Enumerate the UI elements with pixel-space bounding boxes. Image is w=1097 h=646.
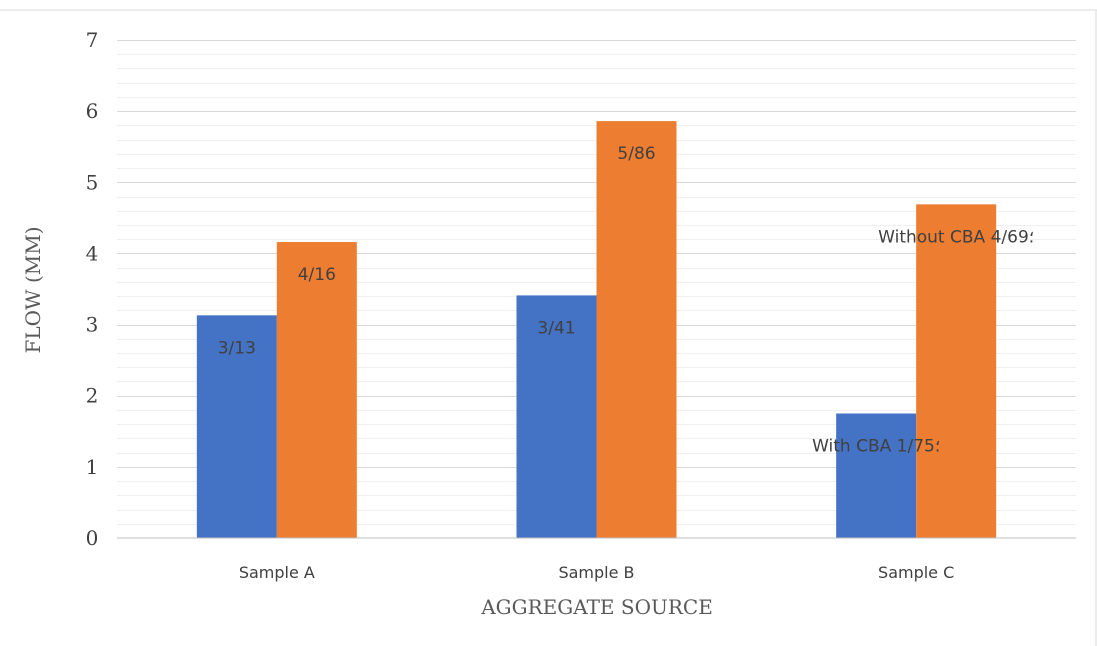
y-tick-label: 3: [86, 313, 99, 337]
bar-with-cba-sample-c: [836, 413, 917, 538]
data-label: Without CBA ؛4/69: [878, 227, 1034, 247]
y-tick-label: 6: [86, 99, 99, 123]
y-tick-label: 2: [86, 384, 99, 408]
bar-without-cba-sample-c: [916, 204, 997, 538]
bar-without-cba-sample-b: [596, 121, 677, 539]
x-tick-label: Sample A: [239, 563, 315, 582]
y-tick-label: 4: [86, 241, 99, 265]
data-label: 3/13: [218, 338, 256, 358]
y-tick-label: 0: [86, 526, 99, 550]
bar-without-cba-sample-a: [276, 242, 357, 538]
bars-layer: [196, 121, 997, 539]
x-tick-label: Sample B: [558, 563, 634, 582]
x-axis-title: AGGREGATE SOURCE: [480, 595, 713, 619]
x-tick-label: Sample C: [878, 563, 954, 582]
bar-with-cba-sample-b: [516, 295, 597, 538]
bar-with-cba-sample-a: [196, 315, 277, 538]
y-axis-title: FLOW (MM): [21, 226, 45, 353]
y-tick-label: 5: [86, 170, 99, 194]
data-label: With CBA ؛1/75: [812, 437, 940, 457]
y-tick-labels: 0 1 2 3 4 5 6 7: [86, 28, 99, 550]
y-tick-label: 1: [86, 455, 99, 479]
x-tick-labels: Sample A Sample B Sample C: [239, 563, 954, 582]
data-label: 3/41: [537, 318, 575, 338]
data-label: 5/86: [617, 144, 655, 164]
data-label: 4/16: [298, 265, 336, 285]
data-labels: 3/13 4/16 3/41 5/86 With CBA ؛1/75 Without CB…: [218, 144, 1034, 456]
y-tick-label: 7: [86, 28, 99, 52]
